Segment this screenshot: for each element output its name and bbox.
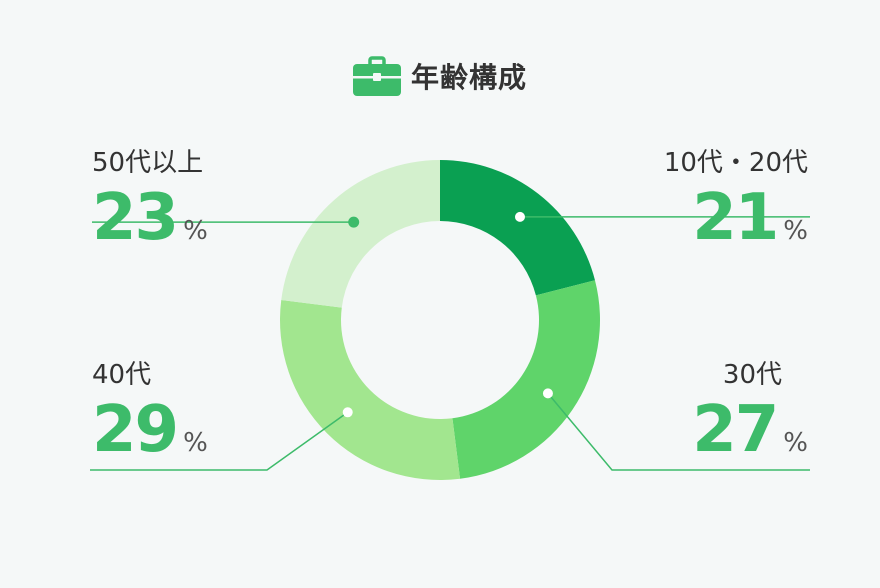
percent-value: 23 — [92, 181, 179, 255]
percent-unit: % — [783, 428, 808, 458]
chart-title-container: 年齢構成 — [0, 52, 880, 100]
leader-30s — [547, 392, 810, 471]
category-label: 10代・20代 — [663, 148, 808, 178]
leader-dot-40s — [342, 407, 353, 418]
chart-title: 年齢構成 — [410, 61, 527, 94]
leader-40s — [90, 411, 349, 471]
leader-dot-30s — [542, 388, 553, 399]
percent-unit: % — [783, 216, 808, 246]
percent-value: 29 — [92, 393, 179, 467]
category-label: 50代以上 — [92, 148, 204, 178]
percent-unit: % — [183, 216, 208, 246]
percent-value: 21 — [692, 181, 779, 255]
leader-dot-10s-20s — [514, 211, 525, 222]
label-30s: 30代 27 % — [692, 362, 808, 462]
leader-dot-50s-plus — [348, 216, 360, 228]
slice-50s-plus — [281, 160, 440, 308]
slice-10s-20s — [440, 160, 595, 296]
label-50s-plus: 50代以上 23 % — [92, 150, 208, 250]
label-40s: 40代 29 % — [92, 362, 208, 462]
category-label: 40代 — [92, 360, 152, 390]
percent-unit: % — [183, 428, 208, 458]
slice-30s — [452, 280, 600, 479]
percent-value: 27 — [692, 393, 779, 467]
category-label: 30代 — [722, 360, 782, 390]
briefcase-icon — [352, 56, 401, 96]
label-10s-20s: 10代・20代 21 % — [664, 150, 808, 250]
slice-40s — [280, 299, 461, 480]
